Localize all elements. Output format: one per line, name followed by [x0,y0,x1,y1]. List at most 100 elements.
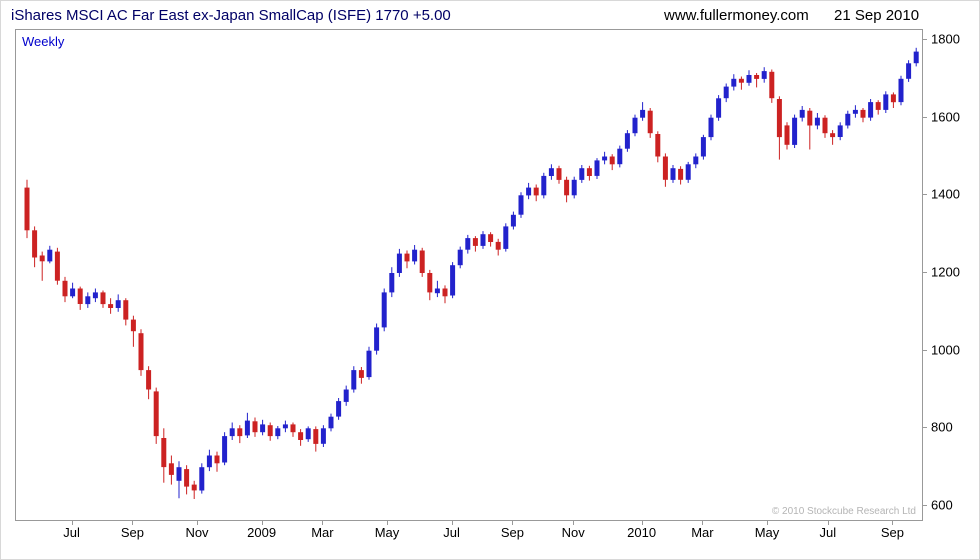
candle [77,286,83,310]
candle [176,461,182,499]
candle [716,95,722,121]
candle [526,182,532,200]
candle [130,315,136,347]
candle [237,425,243,444]
candle [875,100,881,115]
frequency-label: Weekly [22,34,65,49]
y-axis-label: 1200 [931,264,960,280]
x-axis-label: Nov [561,525,585,540]
candle [472,236,478,252]
y-axis-tick [922,194,927,196]
candle [609,154,615,171]
candle [837,122,843,141]
candle [351,366,357,393]
x-axis-label: 2009 [247,525,277,540]
candle [434,280,440,298]
candle [214,451,220,472]
candle [746,70,752,86]
x-axis-label: Mar [691,525,714,540]
copyright-label: © 2010 Stockcube Research Ltd [771,506,916,517]
candle [624,130,630,152]
candle [792,114,798,148]
candle [298,429,304,446]
candle [693,153,699,169]
candle [85,292,91,308]
candle [700,134,706,160]
candle [510,211,516,230]
candle [313,426,319,452]
candle [769,69,775,103]
candle [586,165,592,181]
candle [776,96,782,160]
candle [290,422,296,437]
x-axis-tick [71,520,73,525]
x-axis-tick [261,520,263,525]
candle [282,420,288,433]
candle [374,323,380,355]
candle [807,108,813,150]
candle [396,248,402,277]
candle [138,329,144,376]
candle [184,465,190,495]
candle [548,164,554,180]
candle [328,413,334,432]
candle [556,165,562,184]
candle [571,176,577,199]
candle [579,165,585,183]
candle [488,232,494,247]
x-axis-tick [512,520,514,525]
candle [412,245,418,265]
candle [518,192,524,218]
candle [267,422,273,441]
date-label: 21 Sep 2010 [834,7,920,24]
y-axis-tick [922,39,927,40]
candle [883,91,889,113]
candle [685,161,691,183]
y-axis-tick [922,505,927,506]
candle [617,145,623,168]
candle [32,226,38,268]
candle [678,166,684,185]
x-axis-tick [573,520,575,525]
x-axis-tick [197,520,198,525]
candle [146,366,152,400]
x-axis-tick [767,520,768,525]
x-axis-label: Jul [63,525,80,540]
x-axis-tick [387,520,388,525]
candle [442,285,448,304]
candle [199,463,205,494]
candle [822,115,828,138]
candle [830,130,836,145]
candle [602,151,608,165]
candle [389,267,395,298]
x-axis-tick [451,520,453,525]
candle [906,60,912,82]
candle [845,110,851,129]
y-axis-tick [922,427,927,429]
candle [161,428,167,483]
candle [260,419,266,436]
candle [860,108,866,123]
candle [419,247,425,277]
candle [898,75,904,106]
candle [670,165,676,183]
candle [868,99,874,121]
y-axis-tick [922,116,927,118]
candle [662,153,668,187]
x-axis-label: Jul [819,525,837,540]
x-axis-tick [827,520,829,525]
candle [54,247,60,285]
candle [723,83,729,103]
candle [168,455,174,485]
candle [731,74,737,91]
candle [100,290,106,308]
candle [799,106,805,122]
x-axis-tick [641,520,643,525]
candle [754,73,760,88]
candle [814,113,820,130]
website-link[interactable]: www.fullermoney.com [664,7,809,24]
candle [115,294,121,312]
x-axis-label: Sep [880,525,904,540]
candle [206,449,212,472]
candle [404,250,410,269]
